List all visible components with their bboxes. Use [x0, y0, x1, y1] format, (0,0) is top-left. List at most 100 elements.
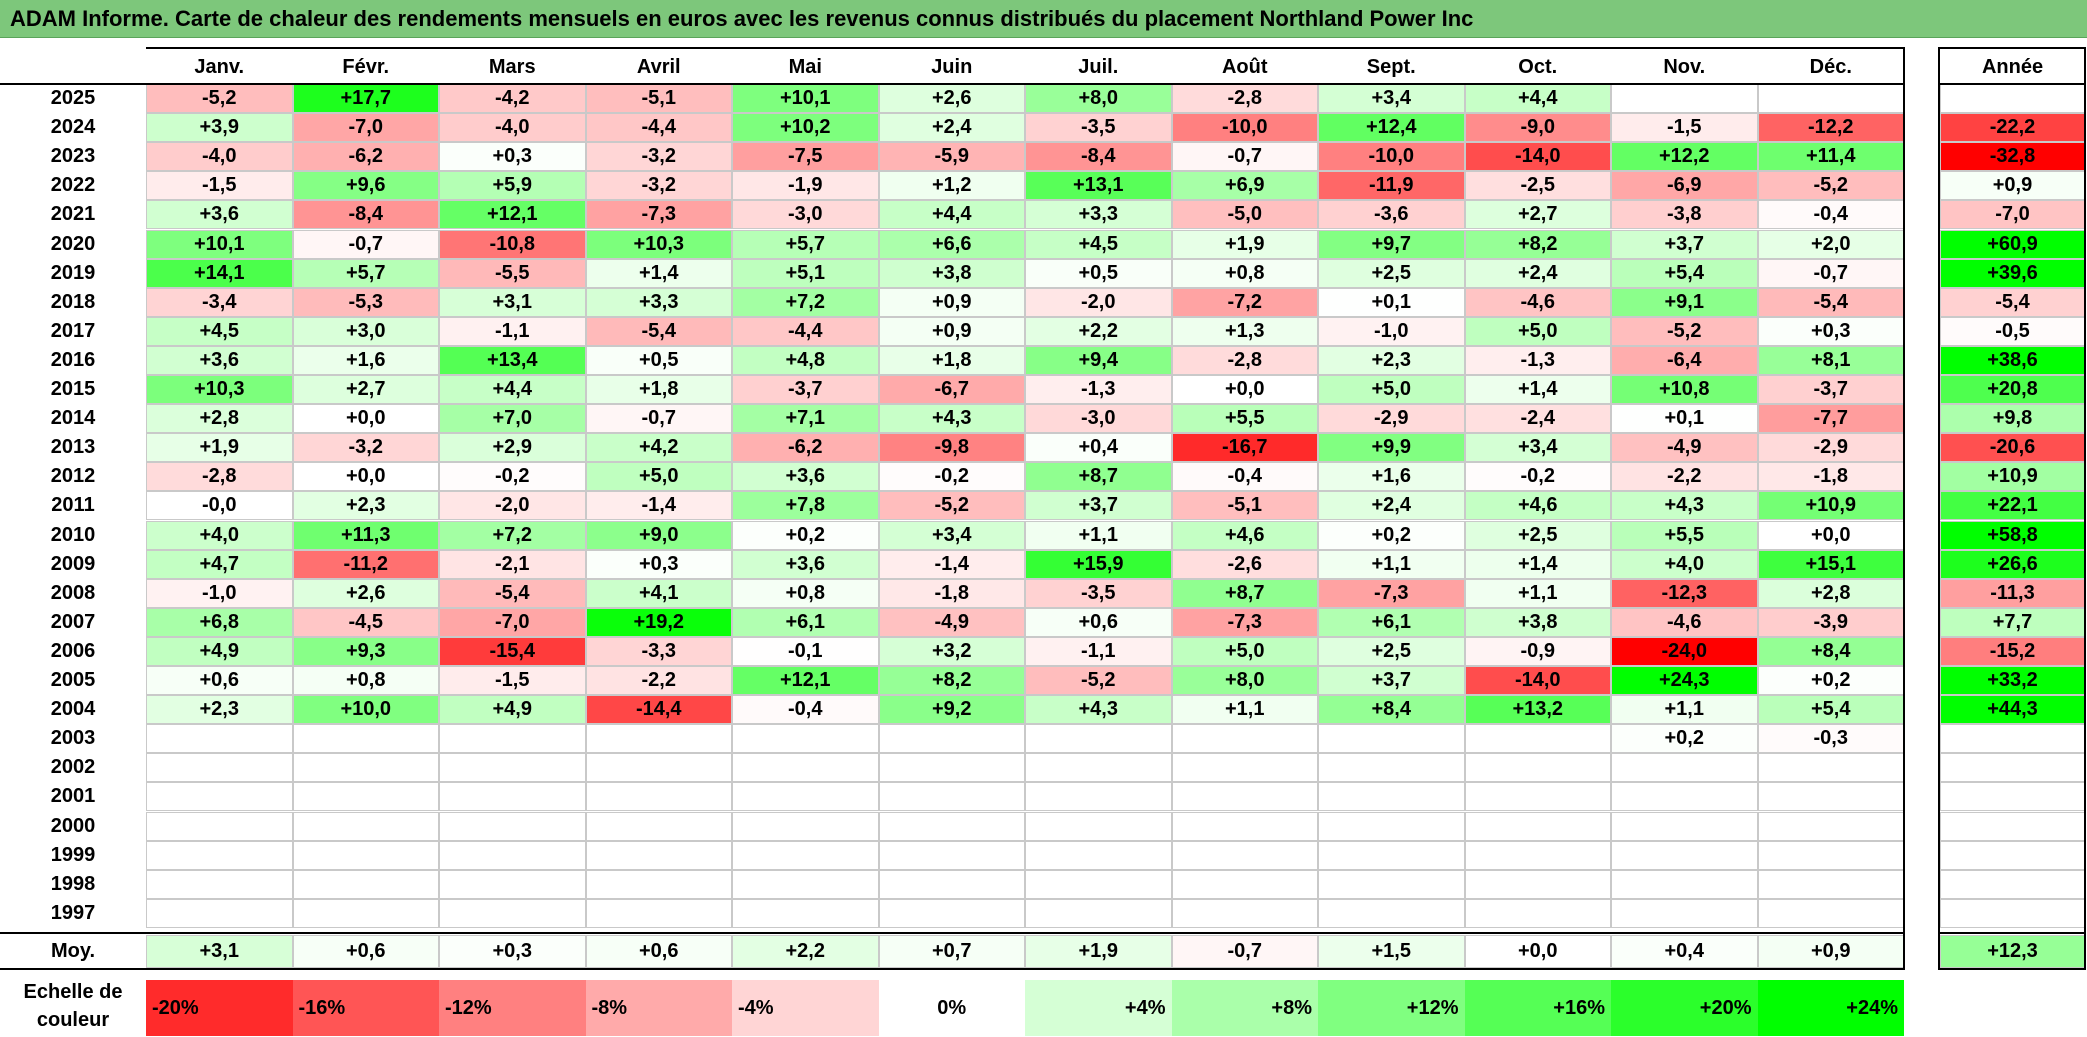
heatmap-cell: +8,2	[878, 666, 1025, 696]
heatmap-cell: +17,7	[292, 84, 439, 114]
heatmap-cell	[1318, 869, 1465, 899]
annual-cell: -32,8	[1940, 142, 2085, 172]
title-bar: ADAM Informe. Carte de chaleur des rende…	[0, 0, 2087, 38]
heatmap-cell: -2,9	[1318, 404, 1465, 434]
color-scale-stop: +12%	[1318, 980, 1465, 1036]
heatmap-cell: +0,1	[1611, 404, 1758, 434]
heatmap-cell: -1,5	[146, 171, 293, 201]
annual-cell: -0,5	[1940, 316, 2085, 346]
average-cell: +0,4	[1611, 935, 1758, 968]
heatmap-cell: -15,4	[439, 636, 586, 666]
heatmap-cell: +0,4	[1025, 433, 1172, 463]
average-cell: +0,9	[1757, 935, 1904, 968]
heatmap-cell: -0,7	[292, 229, 439, 259]
heatmap-cell: +4,4	[1464, 84, 1611, 114]
heatmap-cell: +4,6	[1464, 491, 1611, 521]
color-scale-stop: -16%	[292, 980, 439, 1036]
heatmap-cell: -5,1	[585, 84, 732, 114]
heatmap-cell	[585, 898, 732, 928]
heatmap-cell: +8,4	[1318, 695, 1465, 725]
heatmap-cell	[732, 753, 879, 783]
heatmap-cell	[292, 898, 439, 928]
heatmap-cell: -0,2	[439, 462, 586, 492]
heatmap-cell	[439, 782, 586, 812]
heatmap-cell: -9,0	[1464, 113, 1611, 143]
heatmap-cell: +9,3	[292, 636, 439, 666]
row-year-label: 2002	[50, 756, 96, 779]
heatmap-cell: +9,7	[1318, 229, 1465, 259]
annual-cell: -20,6	[1940, 433, 2085, 463]
heatmap-cell: +0,5	[585, 345, 732, 375]
heatmap-cell: +6,9	[1171, 171, 1318, 201]
row-year-label: 2023	[50, 145, 96, 168]
heatmap-cell: -5,5	[439, 258, 586, 288]
heatmap-cell: +4,4	[439, 375, 586, 405]
heatmap-cell	[878, 753, 1025, 783]
annual-cell: +7,7	[1940, 607, 2085, 637]
average-annual-cell: +12,3	[1940, 935, 2085, 968]
heatmap-cell: +3,4	[878, 520, 1025, 550]
heatmap-cell: -1,5	[1611, 113, 1758, 143]
heatmap-cell: -0,4	[1757, 200, 1904, 230]
heatmap-cell: +1,4	[1464, 549, 1611, 579]
header-top-line	[146, 47, 1904, 49]
heatmap-cell: -0,4	[1171, 462, 1318, 492]
heatmap-cell: +0,8	[292, 666, 439, 696]
row-year-label: 2025	[50, 87, 96, 110]
heatmap-cell: +0,6	[146, 666, 293, 696]
heatmap-cell: -3,0	[1025, 404, 1172, 434]
color-scale-stop: -8%	[585, 980, 732, 1036]
heatmap-cell: -7,7	[1757, 404, 1904, 434]
heatmap-cell: -7,3	[585, 200, 732, 230]
heatmap-cell	[146, 869, 293, 899]
row-year-label: 2000	[50, 814, 96, 837]
heatmap-cell: +8,2	[1464, 229, 1611, 259]
heatmap-cell: +0,0	[1757, 520, 1904, 550]
heatmap-cell	[878, 869, 1025, 899]
heatmap-cell	[732, 898, 879, 928]
heatmap-cell: +6,8	[146, 607, 293, 637]
heatmap-cell: +24,3	[1611, 666, 1758, 696]
heatmap-cell: -5,4	[439, 578, 586, 608]
heatmap-cell: +4,0	[1611, 549, 1758, 579]
heatmap-cell	[878, 898, 1025, 928]
row-year-label: 2015	[50, 378, 96, 401]
heatmap-cell	[439, 840, 586, 870]
heatmap-cell: -3,2	[585, 142, 732, 172]
column-header: Mai	[788, 56, 822, 78]
header-bottom-line	[1940, 83, 2085, 85]
annual-cell: -5,4	[1940, 287, 2085, 317]
heatmap-cell: +4,7	[146, 549, 293, 579]
row-year-label: 2020	[50, 232, 96, 255]
heatmap-cell: -8,4	[1025, 142, 1172, 172]
heatmap-cell	[439, 869, 586, 899]
heatmap-cell	[1611, 811, 1758, 841]
heatmap-cell: +2,3	[146, 695, 293, 725]
heatmap-cell: +10,1	[732, 84, 879, 114]
heatmap-cell	[1464, 898, 1611, 928]
heatmap-cell: +10,1	[146, 229, 293, 259]
heatmap-cell: +4,6	[1171, 520, 1318, 550]
heatmap-cell: +0,0	[292, 404, 439, 434]
heatmap-cell: +0,6	[1025, 607, 1172, 637]
heatmap-cell: +1,4	[1464, 375, 1611, 405]
heatmap-cell	[292, 724, 439, 754]
heatmap-cell: +2,6	[878, 84, 1025, 114]
annual-cell: +0,9	[1940, 171, 2085, 201]
heatmap-cell: -7,2	[1171, 287, 1318, 317]
average-bottom-line	[1940, 968, 2085, 970]
heatmap-cell: +3,7	[1025, 491, 1172, 521]
heatmap-cell: -0,7	[1757, 258, 1904, 288]
annual-cell: +33,2	[1940, 666, 2085, 696]
heatmap-cell: +3,6	[732, 549, 879, 579]
column-header: Août	[1221, 56, 1268, 78]
heatmap-cell	[439, 811, 586, 841]
heatmap-cell: -1,9	[732, 171, 879, 201]
heatmap-cell	[1464, 869, 1611, 899]
color-scale-stop: 0%	[878, 980, 1025, 1036]
annual-cell	[1940, 898, 2085, 928]
annual-cell	[1940, 724, 2085, 754]
heatmap-cell: +0,3	[1757, 316, 1904, 346]
heatmap-cell: +8,1	[1757, 345, 1904, 375]
row-year-label: 2024	[50, 116, 96, 139]
